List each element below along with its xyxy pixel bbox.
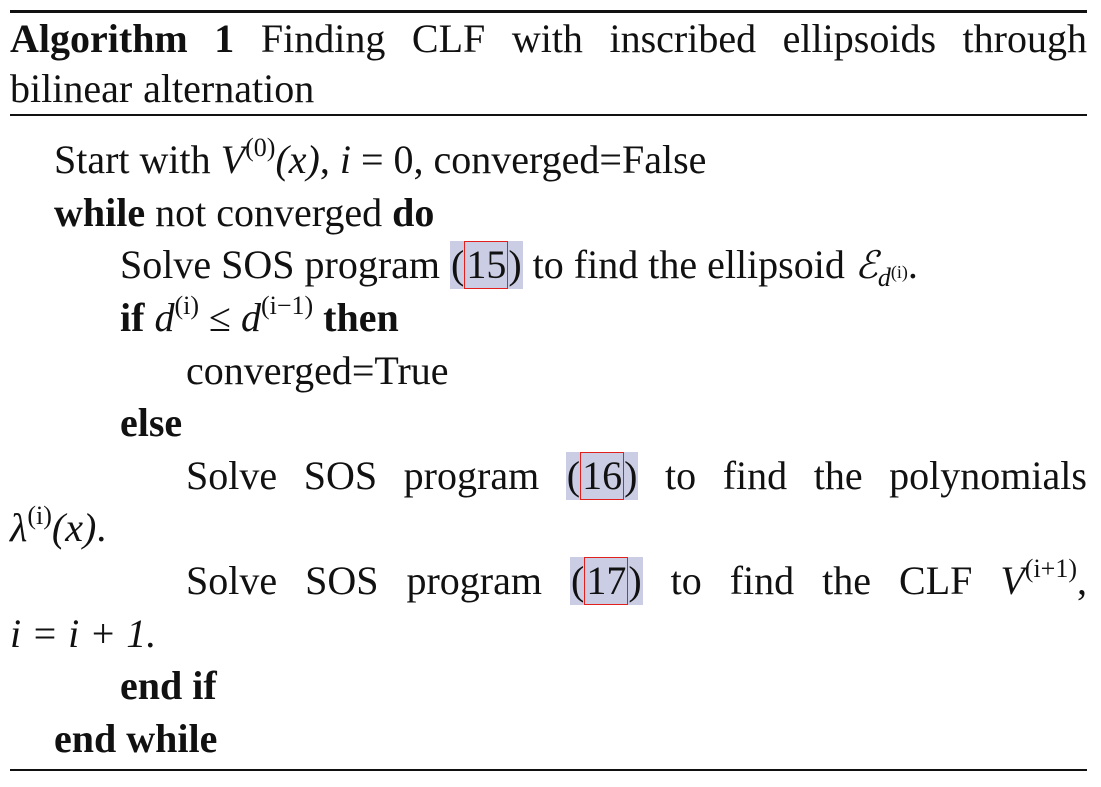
equation-ref-17[interactable]: (17) [569,557,643,605]
line-converged-true: converged=True [186,348,449,393]
top-rule [10,10,1087,13]
equation-ref-15[interactable]: (15) [450,241,523,289]
keyword-do: do [392,190,435,235]
keyword-if: if [120,295,145,340]
algorithm-label: Algorithm 1 [10,16,235,61]
algorithm-caption: Algorithm 1 Finding CLF with inscribed e… [10,14,1087,114]
line-solve-15: Solve SOS program (15) to find the ellip… [120,241,918,292]
line-start: Start with V(0)(x), i = 0, converged=Fal… [54,133,707,183]
line-increment: i = i + 1. [10,611,157,656]
line-end-while: end while [10,715,1101,763]
algorithm-block: Algorithm 1 Finding CLF with inscribed e… [10,0,1087,787]
line-if: if d(i) ≤ d(i−1) then [120,291,399,341]
keyword-while: while [54,190,146,235]
keyword-end-if: end if [120,663,217,708]
line-end-if: end if [10,662,1101,710]
line-else: else [10,399,1101,447]
equation-ref-16[interactable]: (16) [565,452,639,500]
keyword-else: else [120,400,183,445]
algorithm-title: Finding CLF with inscribed ellipsoids th… [10,16,1087,111]
caption-rule [10,114,1087,116]
line-solve-17: Solve SOS program (17) to find the CLF V… [186,554,1087,605]
line-solve-16: Solve SOS program (16) to find the polyn… [186,452,1087,500]
line-while: while not converged do [54,190,435,235]
line-lambda: λ(i)(x). [10,501,107,551]
keyword-then: then [323,295,399,340]
bottom-rule [10,769,1087,771]
keyword-end-while: end while [54,716,218,761]
